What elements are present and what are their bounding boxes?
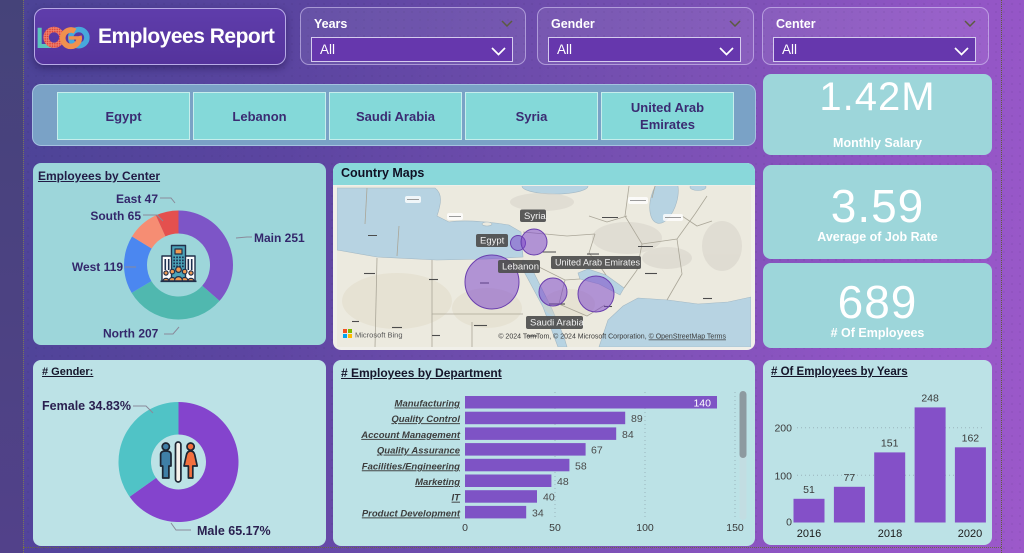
svg-text:© 2024 TomTom, © 2024 Microsof: © 2024 TomTom, © 2024 Microsoft Corporat…: [498, 333, 726, 341]
svg-text:67: 67: [591, 445, 603, 457]
svg-text:Microsoft Bing: Microsoft Bing: [355, 331, 403, 340]
svg-text:2018: 2018: [878, 528, 902, 540]
svg-text:East 47: East 47: [116, 192, 158, 206]
svg-text:40: 40: [543, 492, 555, 504]
svg-text:West 119: West 119: [72, 260, 123, 274]
svg-text:Quality Assurance: Quality Assurance: [377, 446, 461, 457]
svg-text:Facilities/Engineering: Facilities/Engineering: [362, 461, 460, 472]
svg-text:Manufacturing: Manufacturing: [395, 399, 461, 410]
svg-text:50: 50: [549, 522, 561, 534]
svg-text:United Arab Emirates: United Arab Emirates: [555, 258, 641, 268]
svg-text:150: 150: [726, 522, 744, 534]
svg-text:Saudi Arabia: Saudi Arabia: [530, 318, 585, 329]
svg-text:Product Development: Product Development: [362, 508, 461, 519]
svg-text:2016: 2016: [797, 528, 821, 540]
svg-text:51: 51: [803, 484, 815, 496]
svg-text:Syria: Syria: [524, 211, 546, 222]
svg-text:Male 65.17%: Male 65.17%: [197, 524, 271, 538]
svg-text:Account Management: Account Management: [360, 430, 461, 441]
svg-text:IT: IT: [452, 493, 462, 504]
svg-text:Marketing: Marketing: [415, 477, 460, 488]
svg-text:Lebanon: Lebanon: [502, 262, 539, 273]
svg-text:2020: 2020: [958, 528, 982, 540]
svg-text:48: 48: [557, 476, 569, 488]
svg-text:84: 84: [622, 429, 634, 441]
svg-text:Egypt: Egypt: [480, 236, 505, 247]
svg-text:Main 251: Main 251: [254, 231, 305, 245]
svg-text:0: 0: [786, 517, 792, 529]
svg-text:100: 100: [636, 522, 654, 534]
svg-text:100: 100: [774, 470, 792, 482]
svg-text:248: 248: [921, 393, 939, 405]
svg-text:151: 151: [881, 438, 899, 450]
svg-text:58: 58: [575, 460, 587, 472]
svg-text:0: 0: [462, 522, 468, 534]
svg-text:200: 200: [774, 423, 792, 435]
svg-text:34: 34: [532, 507, 544, 519]
svg-text:Female 34.83%: Female 34.83%: [42, 399, 131, 413]
svg-text:162: 162: [962, 433, 980, 445]
svg-text:Quality Control: Quality Control: [391, 414, 460, 425]
svg-text:140: 140: [693, 398, 711, 410]
svg-text:77: 77: [844, 472, 856, 484]
svg-text:South 65: South 65: [90, 209, 141, 223]
svg-text:North 207: North 207: [103, 327, 159, 341]
svg-text:89: 89: [631, 413, 643, 425]
